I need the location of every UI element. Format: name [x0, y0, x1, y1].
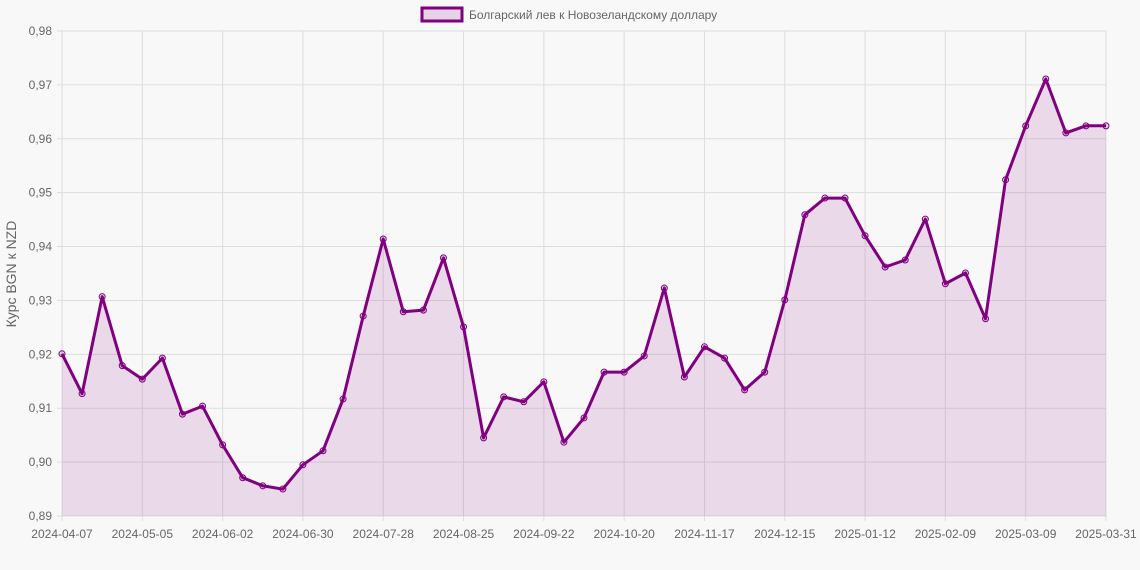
data-point[interactable]	[138, 375, 146, 383]
x-tick-label: 2024-11-17	[674, 527, 735, 541]
legend[interactable]: Болгарский лев к Новозеландскому доллару	[420, 6, 717, 23]
data-point[interactable]	[118, 362, 126, 370]
data-point[interactable]	[761, 368, 769, 376]
series-area-fill	[62, 79, 1106, 516]
data-points[interactable]	[58, 75, 1110, 493]
x-tick-label: 2024-06-02	[192, 527, 254, 541]
x-tick-label: 2024-04-07	[31, 527, 93, 541]
data-point[interactable]	[861, 232, 869, 240]
data-point[interactable]	[299, 461, 307, 469]
y-tick-label: 0,96	[29, 132, 53, 146]
data-point[interactable]	[741, 386, 749, 394]
data-point[interactable]	[540, 378, 548, 386]
data-point[interactable]	[480, 434, 488, 442]
data-point[interactable]	[620, 368, 628, 376]
x-tick-label: 2024-07-28	[353, 527, 415, 541]
y-tick-label: 0,93	[29, 293, 53, 307]
x-tick-label: 2024-09-22	[513, 527, 575, 541]
series-line	[60, 77, 1106, 491]
data-point[interactable]	[199, 402, 207, 410]
y-axis-label: Курс BGN к NZD	[3, 221, 19, 328]
y-tick-label: 0,92	[29, 347, 53, 361]
x-tick-label: 2025-02-09	[915, 527, 977, 541]
data-point[interactable]	[359, 312, 367, 320]
data-point[interactable]	[58, 350, 66, 358]
data-point[interactable]	[1022, 122, 1030, 130]
data-point[interactable]	[640, 352, 648, 360]
x-tick-label: 2024-08-25	[433, 527, 495, 541]
x-tick-label: 2025-03-09	[995, 527, 1057, 541]
data-point[interactable]	[721, 354, 729, 362]
data-point[interactable]	[460, 323, 468, 331]
y-tick-label: 0,89	[29, 509, 53, 523]
data-point[interactable]	[841, 194, 849, 202]
data-point[interactable]	[239, 474, 247, 482]
data-point[interactable]	[961, 269, 969, 277]
y-tick-label: 0,90	[29, 455, 53, 469]
data-point[interactable]	[821, 194, 829, 202]
data-point[interactable]	[700, 343, 708, 351]
legend-label: Болгарский лев к Новозеландскому доллару	[469, 8, 717, 22]
data-point[interactable]	[1062, 129, 1070, 137]
data-point[interactable]	[560, 438, 568, 446]
data-point[interactable]	[399, 308, 407, 316]
y-axis-ticks: 0,98 0,97 0,96 0,95 0,94 0,93 0,92 0,91 0,90 0,89	[29, 24, 53, 523]
data-point[interactable]	[680, 373, 688, 381]
data-point[interactable]	[982, 315, 990, 323]
data-point[interactable]	[1082, 122, 1090, 130]
y-tick-label: 0,95	[29, 186, 53, 200]
data-point[interactable]	[660, 284, 668, 292]
data-point[interactable]	[379, 235, 387, 243]
data-point[interactable]	[78, 390, 86, 398]
data-point[interactable]	[279, 485, 287, 493]
x-tick-label: 2024-05-05	[112, 527, 174, 541]
data-point[interactable]	[1002, 176, 1010, 184]
data-point[interactable]	[339, 395, 347, 403]
x-tick-label: 2024-12-15	[754, 527, 816, 541]
data-point[interactable]	[219, 441, 227, 449]
data-point[interactable]	[881, 263, 889, 271]
y-tick-label: 0,98	[29, 24, 53, 38]
data-point[interactable]	[901, 256, 909, 264]
y-tick-label: 0,91	[29, 401, 53, 415]
data-point[interactable]	[781, 296, 789, 304]
data-point[interactable]	[1102, 122, 1110, 130]
data-point[interactable]	[439, 254, 447, 262]
data-point[interactable]	[600, 368, 608, 376]
data-point[interactable]	[801, 211, 809, 219]
data-point[interactable]	[158, 354, 166, 362]
x-axis-ticks: 2024-04-07 2024-05-05 2024-06-02 2024-06-30…	[31, 527, 1137, 541]
x-tick-label: 2024-10-20	[593, 527, 655, 541]
data-point[interactable]	[98, 293, 106, 301]
data-point[interactable]	[419, 306, 427, 314]
data-point[interactable]	[178, 410, 186, 418]
x-tick-label: 2024-06-30	[272, 527, 334, 541]
y-tick-label: 0,94	[29, 240, 53, 254]
data-point[interactable]	[259, 482, 267, 490]
x-tick-label: 2025-03-31	[1075, 527, 1137, 541]
data-point[interactable]	[941, 280, 949, 288]
y-tick-label: 0,97	[29, 78, 53, 92]
data-point[interactable]	[1042, 75, 1050, 83]
grid-lines	[57, 30, 1107, 521]
data-point[interactable]	[500, 393, 508, 401]
data-point[interactable]	[580, 414, 588, 422]
legend-swatch[interactable]	[420, 6, 464, 23]
data-point[interactable]	[520, 398, 528, 406]
x-tick-label: 2025-01-12	[834, 527, 896, 541]
data-point[interactable]	[921, 215, 929, 223]
data-point[interactable]	[319, 447, 327, 455]
